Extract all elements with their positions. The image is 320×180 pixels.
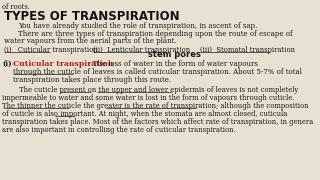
Text: water vapours from the aerial parts of the plant.: water vapours from the aerial parts of t… bbox=[4, 37, 177, 45]
Text: (i): (i) bbox=[2, 60, 12, 68]
Text: through the cuticle of leaves is called cuticular transpiration. About 5-7% of t: through the cuticle of leaves is called … bbox=[13, 68, 302, 76]
Text: (ii)  Lenticular transpiration: (ii) Lenticular transpiration bbox=[93, 46, 190, 54]
Text: of roots.: of roots. bbox=[2, 3, 30, 11]
Text: stem pores: stem pores bbox=[148, 50, 201, 59]
Text: transpiration takes place. Most of the factors which affect rate of transpiratio: transpiration takes place. Most of the f… bbox=[2, 118, 313, 126]
Text: There are three types of transpiration depending upon the route of escape of: There are three types of transpiration d… bbox=[18, 30, 292, 38]
Text: Cuticular transpiration: Cuticular transpiration bbox=[13, 60, 113, 68]
Text: The thinner the cuticle the greater is the rate of transpiration; although the c: The thinner the cuticle the greater is t… bbox=[2, 102, 308, 110]
Text: transpiration takes place through this route.: transpiration takes place through this r… bbox=[13, 76, 171, 84]
Text: (iii)  Stomatal transpiration: (iii) Stomatal transpiration bbox=[200, 46, 295, 54]
Text: You have already studied the role of transpiration, in ascent of sap.: You have already studied the role of tra… bbox=[18, 22, 257, 30]
Text: impermeable to water and some water is lost in the form of vapours through cutic: impermeable to water and some water is l… bbox=[2, 94, 294, 102]
Text: TYPES OF TRANSPIRATION: TYPES OF TRANSPIRATION bbox=[4, 10, 180, 23]
Text: The cuticle present on the upper and lower epidermis of leaves is not completely: The cuticle present on the upper and low… bbox=[2, 86, 298, 94]
Text: of cuticle is also important. At night, when the stomata are almost closed, cuti: of cuticle is also important. At night, … bbox=[2, 110, 287, 118]
Text: : The loss of water in the form of water vapours: : The loss of water in the form of water… bbox=[88, 60, 258, 68]
Text: (i)   Cuticular transpiration: (i) Cuticular transpiration bbox=[4, 46, 98, 54]
Text: are also important in controlling the rate of cuticular transpiration.: are also important in controlling the ra… bbox=[2, 126, 236, 134]
